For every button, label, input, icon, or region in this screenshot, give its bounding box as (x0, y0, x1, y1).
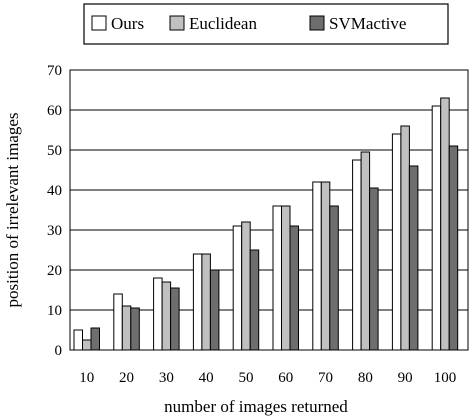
bar-ours-100 (431, 105, 442, 351)
bar-euclidean-40 (201, 253, 211, 351)
bar-ours-60 (272, 205, 282, 351)
y-tick-label: 0 (55, 343, 63, 359)
legend-label-euclidean: Euclidean (189, 14, 257, 33)
plot-frame (69, 69, 469, 351)
y-tick-label: 40 (47, 183, 62, 199)
x-tick-label: 90 (398, 370, 413, 386)
x-tick-label: 50 (238, 370, 253, 386)
bar-ours-40 (192, 253, 203, 351)
bar-euclidean-100 (440, 97, 450, 351)
legend-swatch-euclidean (169, 15, 185, 31)
bar-euclidean-60 (281, 205, 291, 351)
bar-svmactive-80 (369, 187, 379, 351)
x-tick-label: 30 (159, 370, 174, 386)
bar-euclidean-80 (360, 151, 371, 351)
bars (73, 97, 459, 351)
y-tick-label: 20 (47, 263, 62, 279)
legend-swatch-svmactive (309, 15, 325, 31)
y-tick-labels: 0 10 20 30 40 50 60 70 (47, 63, 62, 359)
bar-svmactive-90 (408, 165, 419, 351)
bar-ours-20 (113, 293, 123, 351)
bar-euclidean-10 (82, 339, 92, 351)
y-tick-label: 60 (47, 103, 62, 119)
bar-svmactive-40 (209, 269, 220, 351)
x-tick-label: 10 (79, 370, 94, 386)
y-tick-label: 70 (47, 63, 62, 79)
x-tick-label: 20 (119, 370, 134, 386)
bar-euclidean-30 (161, 281, 172, 351)
axes (69, 69, 469, 351)
bar-euclidean-90 (400, 125, 410, 351)
bar-euclidean-20 (121, 305, 132, 351)
x-tick-label: 40 (199, 370, 214, 386)
x-tick-label: 60 (278, 370, 293, 386)
legend: Ours Euclidean SVMactive (83, 3, 449, 45)
legend-box (83, 3, 449, 45)
bar-euclidean-50 (241, 221, 251, 351)
bar-ours-10 (73, 329, 83, 351)
bar-svmactive-100 (448, 145, 459, 351)
y-tick-label: 50 (47, 143, 62, 159)
legend-label-ours: Ours (111, 14, 144, 33)
bar-svmactive-10 (90, 327, 100, 351)
x-tick-label: 80 (358, 370, 373, 386)
bar-ours-80 (352, 159, 362, 351)
x-axis-label: number of images returned (164, 397, 348, 416)
bar-svmactive-60 (289, 225, 299, 351)
bar-ours-30 (153, 277, 163, 351)
legend-swatch-ours (91, 15, 107, 31)
y-tick-label: 30 (47, 223, 62, 239)
legend-label-svmactive: SVMactive (329, 14, 406, 33)
bar-svmactive-50 (249, 249, 260, 351)
bar-ours-70 (312, 181, 322, 351)
x-tick-label: 70 (318, 370, 333, 386)
x-tick-labels: 10 20 30 40 50 60 70 80 90 100 (79, 370, 456, 386)
bar-ours-50 (232, 225, 243, 351)
bar-svmactive-70 (329, 205, 339, 351)
y-axis-label: position of irrelevant images (3, 113, 22, 308)
x-tick-label: 100 (434, 370, 457, 386)
bar-svmactive-30 (170, 287, 180, 351)
y-tick-label: 10 (47, 303, 62, 319)
bar-svmactive-20 (130, 307, 140, 351)
bar-ours-90 (391, 133, 402, 351)
bar-euclidean-70 (320, 181, 331, 351)
